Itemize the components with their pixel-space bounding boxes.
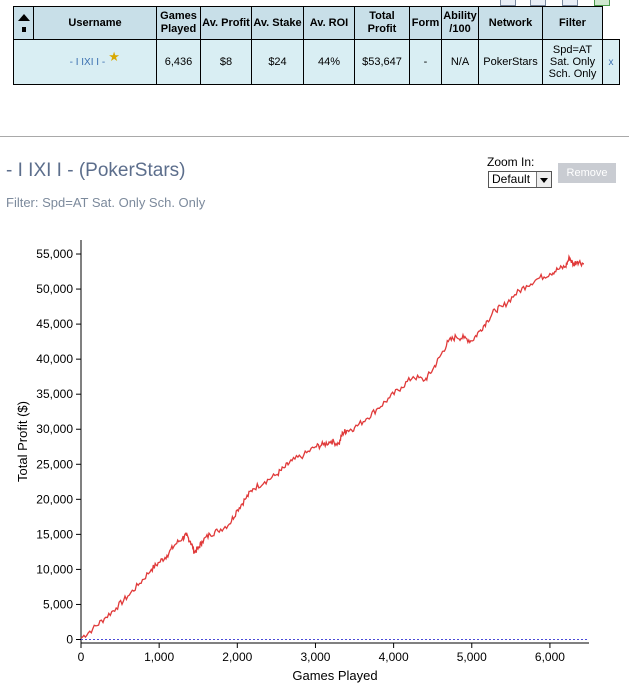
player-title: - I IXI I - (PokerStars) (6, 160, 186, 181)
save-icon[interactable] (562, 0, 578, 6)
zoom-label: Zoom In: (487, 155, 535, 169)
y-tick-label: 20,000 (36, 492, 73, 506)
form-header[interactable]: Form (409, 6, 442, 40)
games-played-header[interactable]: Games Played (156, 6, 201, 40)
row-spacer-cell (13, 39, 34, 85)
form-cell: - (409, 39, 442, 85)
y-tick-label: 5,000 (43, 597, 73, 611)
sort-up-arrow-icon[interactable] (14, 14, 33, 32)
x-axis-title: Games Played (292, 668, 377, 683)
refresh-icon[interactable] (594, 0, 610, 6)
y-tick-label: 30,000 (36, 422, 73, 436)
profit-chart: 0 5,000 10,000 15,000 20,000 25,000 30,000 35,0… (15, 240, 589, 683)
x-tick-label: 3,000 (300, 650, 330, 664)
x-tick-label: 1,000 (144, 650, 174, 664)
y-tick-label: 35,000 (36, 387, 73, 401)
ability-header[interactable]: Ability /100 (441, 6, 479, 40)
y-axis-title: Total Profit ($) (15, 401, 30, 482)
filter-description: Filter: Spd=AT Sat. Only Sch. Only (6, 195, 206, 210)
chart-ticks: 0 5,000 10,000 15,000 20,000 25,000 30,000 35,0… (36, 247, 565, 664)
av-profit-cell: $8 (200, 39, 252, 85)
games-played-cell: 6,436 (156, 39, 201, 85)
favorite-star-icon[interactable]: ★ (108, 49, 120, 64)
username-cell: - I IXI I - ★ (33, 39, 157, 85)
chart-axes (80, 240, 589, 644)
section-divider (0, 136, 629, 137)
username-link[interactable]: - I IXI I - (69, 57, 106, 68)
table-header-row: Username Games Played Av. Profit Av. Sta… (13, 6, 620, 40)
y-tick-label: 45,000 (36, 317, 73, 331)
remove-row-link[interactable]: x (608, 56, 614, 68)
y-tick-label: 40,000 (36, 352, 73, 366)
x-tick-label: 5,000 (457, 650, 487, 664)
profit-series-line (80, 254, 584, 639)
table-row: - I IXI I - ★ 6,436 $8 $24 44% $53,647 -… (13, 39, 620, 85)
av-profit-header[interactable]: Av. Profit (200, 6, 252, 40)
filter-cell: Spd=AT Sat. Only Sch. Only (542, 39, 603, 85)
remove-row-cell: x (602, 39, 620, 85)
zoom-select[interactable]: Default (488, 171, 552, 188)
x-tick-label: 2,000 (222, 650, 252, 664)
y-tick-label: 50,000 (36, 282, 73, 296)
ability-cell: N/A (441, 39, 479, 85)
av-roi-cell: 44% (303, 39, 355, 85)
network-header[interactable]: Network (478, 6, 543, 40)
export-icon[interactable] (530, 0, 546, 6)
toolbar-icons (480, 0, 629, 6)
y-tick-label: 15,000 (36, 527, 73, 541)
y-tick-label: 0 (66, 632, 73, 646)
sort-column-header[interactable] (13, 6, 34, 40)
network-cell: PokerStars (478, 39, 543, 85)
total-profit-header[interactable]: Total Profit (354, 6, 410, 40)
remove-button[interactable]: Remove (558, 163, 616, 183)
blank-header (602, 6, 620, 40)
y-tick-label: 25,000 (36, 457, 73, 471)
x-tick-label: 0 (78, 650, 85, 664)
x-tick-label: 4,000 (379, 650, 409, 664)
av-roi-header[interactable]: Av. ROI (303, 6, 355, 40)
y-tick-label: 10,000 (36, 562, 73, 576)
chevron-down-icon[interactable] (536, 172, 551, 187)
print-icon[interactable] (500, 0, 516, 6)
player-stats-table: Username Games Played Av. Profit Av. Sta… (13, 6, 620, 85)
filter-header[interactable]: Filter (542, 6, 603, 40)
zoom-selected-value: Default (492, 172, 531, 186)
av-stake-cell: $24 (251, 39, 304, 85)
y-tick-label: 55,000 (36, 247, 73, 261)
username-header[interactable]: Username (33, 6, 157, 40)
av-stake-header[interactable]: Av. Stake (251, 6, 304, 40)
total-profit-cell: $53,647 (354, 39, 410, 85)
x-tick-label: 6,000 (535, 650, 565, 664)
